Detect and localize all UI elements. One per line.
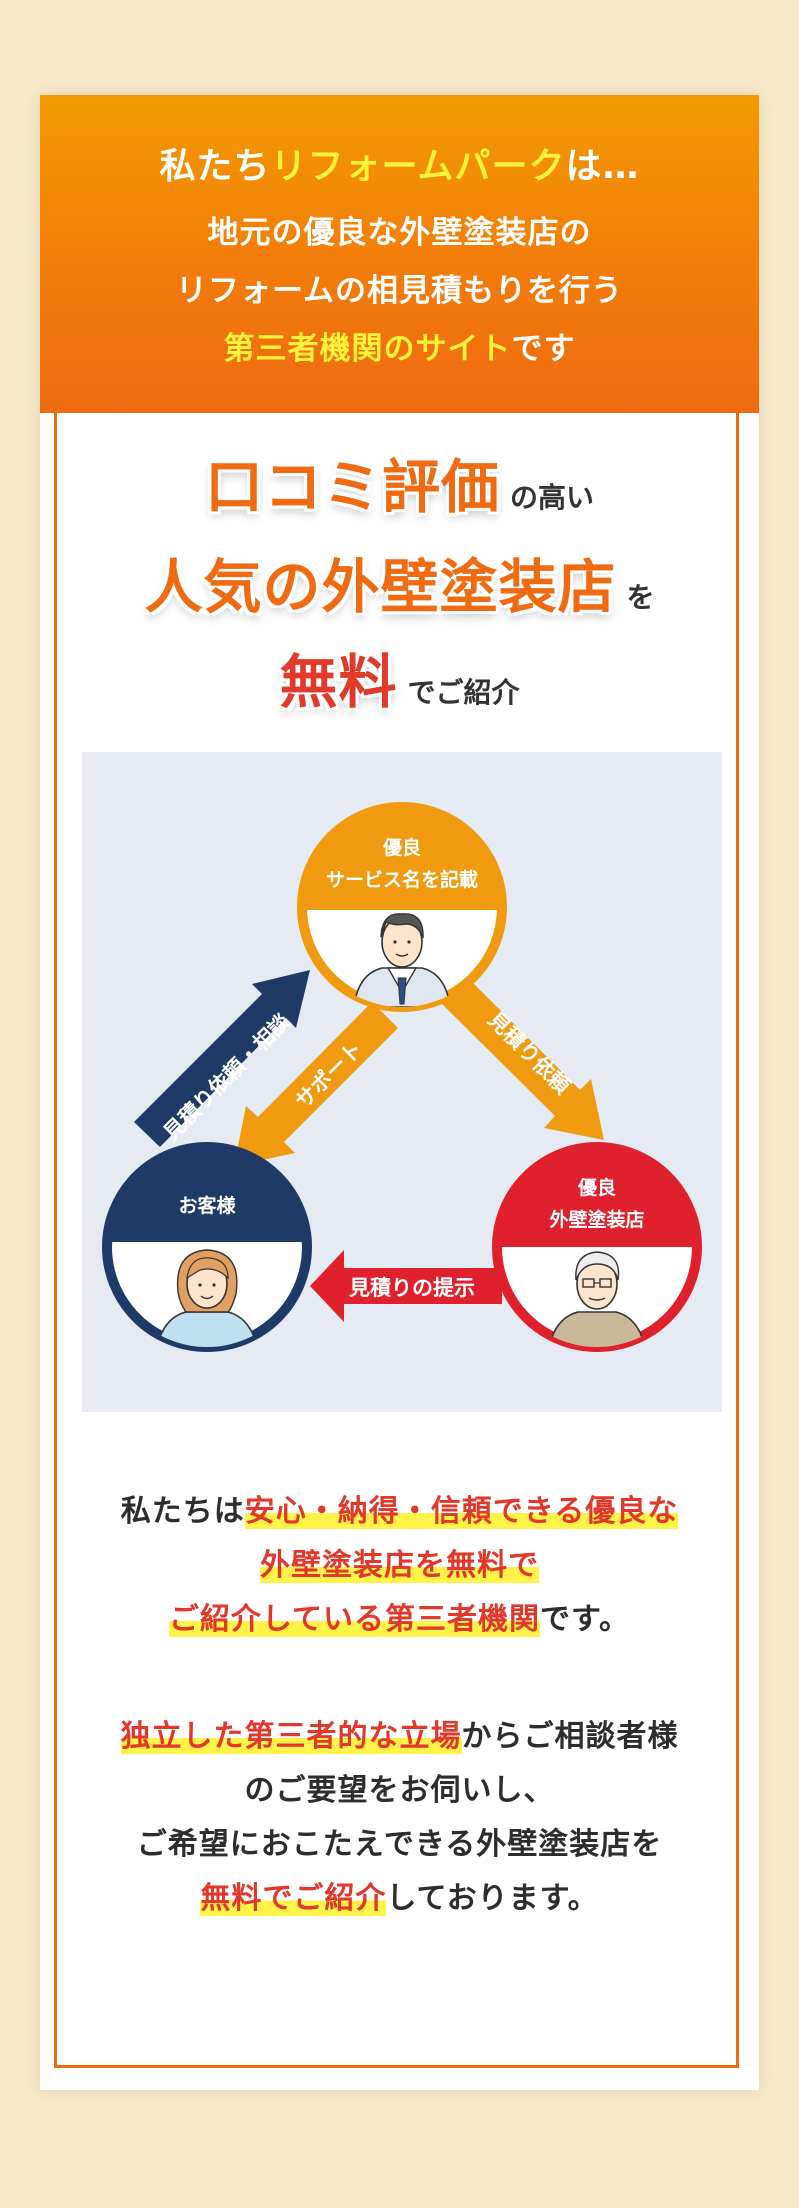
node-customer: お客様 bbox=[102, 1142, 312, 1352]
node-service-line2: サービス名を記載 bbox=[326, 868, 478, 891]
independent-highlight: 独立した第三者的な立場 bbox=[120, 1719, 462, 1754]
header-line-1-prefix: 私たち bbox=[159, 146, 271, 187]
header-line-3: リフォームの相見積もりを行う bbox=[175, 273, 624, 309]
customer-woman-icon bbox=[155, 1249, 259, 1347]
paragraph-2-line-2: のご要望をお伺いし、 bbox=[244, 1773, 555, 1808]
paragraph-1-line-3-suffix: です。 bbox=[540, 1602, 631, 1637]
brand-name-highlight: リフォームパーク bbox=[270, 146, 566, 187]
trust-highlight: 安心・納得・信頼できる優良な bbox=[244, 1494, 679, 1529]
node-painter: 優良 外壁塗装店 bbox=[492, 1142, 702, 1352]
painter-elder-icon bbox=[547, 1251, 647, 1347]
paragraph-2-line-4: 無料でご紹介しております。 bbox=[40, 1872, 759, 1926]
catch-line-2-small: を bbox=[626, 581, 655, 614]
arrow-quote-presentation-label: 見積りの提示 bbox=[349, 1276, 475, 1300]
catch-line-2: 人気の外壁塗装店を bbox=[40, 540, 759, 624]
arrow-quote-presentation: 見積りの提示 bbox=[310, 1250, 502, 1322]
free-painter-highlight: 外壁塗装店を無料で bbox=[260, 1548, 539, 1583]
free-introduction-highlight: 無料でご紹介 bbox=[200, 1881, 387, 1916]
node-painter-line1: 優良 bbox=[577, 1176, 616, 1199]
node-service-line1: 優良 bbox=[382, 836, 421, 859]
intro-header: 私たちリフォームパークは… 地元の優良な外壁塗装店の リフォームの相見積もりを行… bbox=[40, 95, 759, 413]
flow-diagram: 見積り依頼・相談 サポート 見積り依頼 見積りの提示 bbox=[82, 752, 722, 1412]
third-party-highlight: 第三者機関のサイト bbox=[223, 331, 512, 367]
header-line-4: 第三者機関のサイトです bbox=[40, 323, 759, 368]
third-party-org-highlight: ご紹介している第三者機関 bbox=[168, 1602, 541, 1637]
intro-paragraph-1: 私たちは安心・納得・信頼できる優良な 外壁塗装店を無料で ご紹介している第三者機… bbox=[40, 1485, 759, 1647]
header-line-2: 地元の優良な外壁塗装店の bbox=[207, 215, 592, 251]
header-line-1: 私たちリフォームパークは… bbox=[40, 137, 759, 189]
arrow-estimate-request: 見積り依頼 bbox=[440, 976, 604, 1140]
staff-man-icon bbox=[353, 913, 451, 1007]
paragraph-1-line-1-prefix: 私たちは bbox=[120, 1494, 245, 1529]
paragraph-2-line-3: ご希望におこたえできる外壁塗装店を bbox=[136, 1827, 663, 1862]
paragraph-2-line-4-suffix: しております。 bbox=[386, 1881, 599, 1916]
node-painter-line2: 外壁塗装店 bbox=[549, 1208, 644, 1231]
intro-card: 私たちリフォームパークは… 地元の優良な外壁塗装店の リフォームの相見積もりを行… bbox=[40, 95, 759, 2090]
flow-diagram-svg: 見積り依頼・相談 サポート 見積り依頼 見積りの提示 bbox=[102, 802, 702, 1352]
catch-free-text: 無料 bbox=[279, 648, 398, 716]
catch-line-3: 無料 でご紹介 bbox=[40, 635, 759, 719]
paragraph-1-line-2: 外壁塗装店を無料で bbox=[40, 1539, 759, 1593]
paragraph-2-line-1-suffix: からご相談者様 bbox=[461, 1719, 679, 1754]
catch-line-3-small: でご紹介 bbox=[407, 676, 520, 709]
paragraph-2-line-1: 独立した第三者的な立場からご相談者様 bbox=[40, 1710, 759, 1764]
paragraph-1-line-3: ご紹介している第三者機関です。 bbox=[40, 1593, 759, 1647]
paragraph-1-line-1: 私たちは安心・納得・信頼できる優良な bbox=[40, 1485, 759, 1539]
header-line-1-suffix: は… bbox=[565, 146, 640, 187]
catch-line-1-small: の高い bbox=[510, 481, 595, 514]
node-service: 優良 サービス名を記載 bbox=[297, 802, 507, 1012]
node-customer-label: お客様 bbox=[178, 1194, 236, 1217]
content-frame bbox=[54, 413, 739, 2068]
intro-paragraph-2: 独立した第三者的な立場からご相談者様 のご要望をお伺いし、 ご希望におこたえでき… bbox=[40, 1710, 759, 1926]
catch-line-1: 口コミ評価 の高い bbox=[40, 440, 759, 524]
catch-review-text: 口コミ評価 bbox=[204, 453, 500, 521]
header-line-4-suffix: です bbox=[511, 331, 576, 367]
catch-popular-text: 人気の外壁塗装店 bbox=[144, 553, 617, 621]
